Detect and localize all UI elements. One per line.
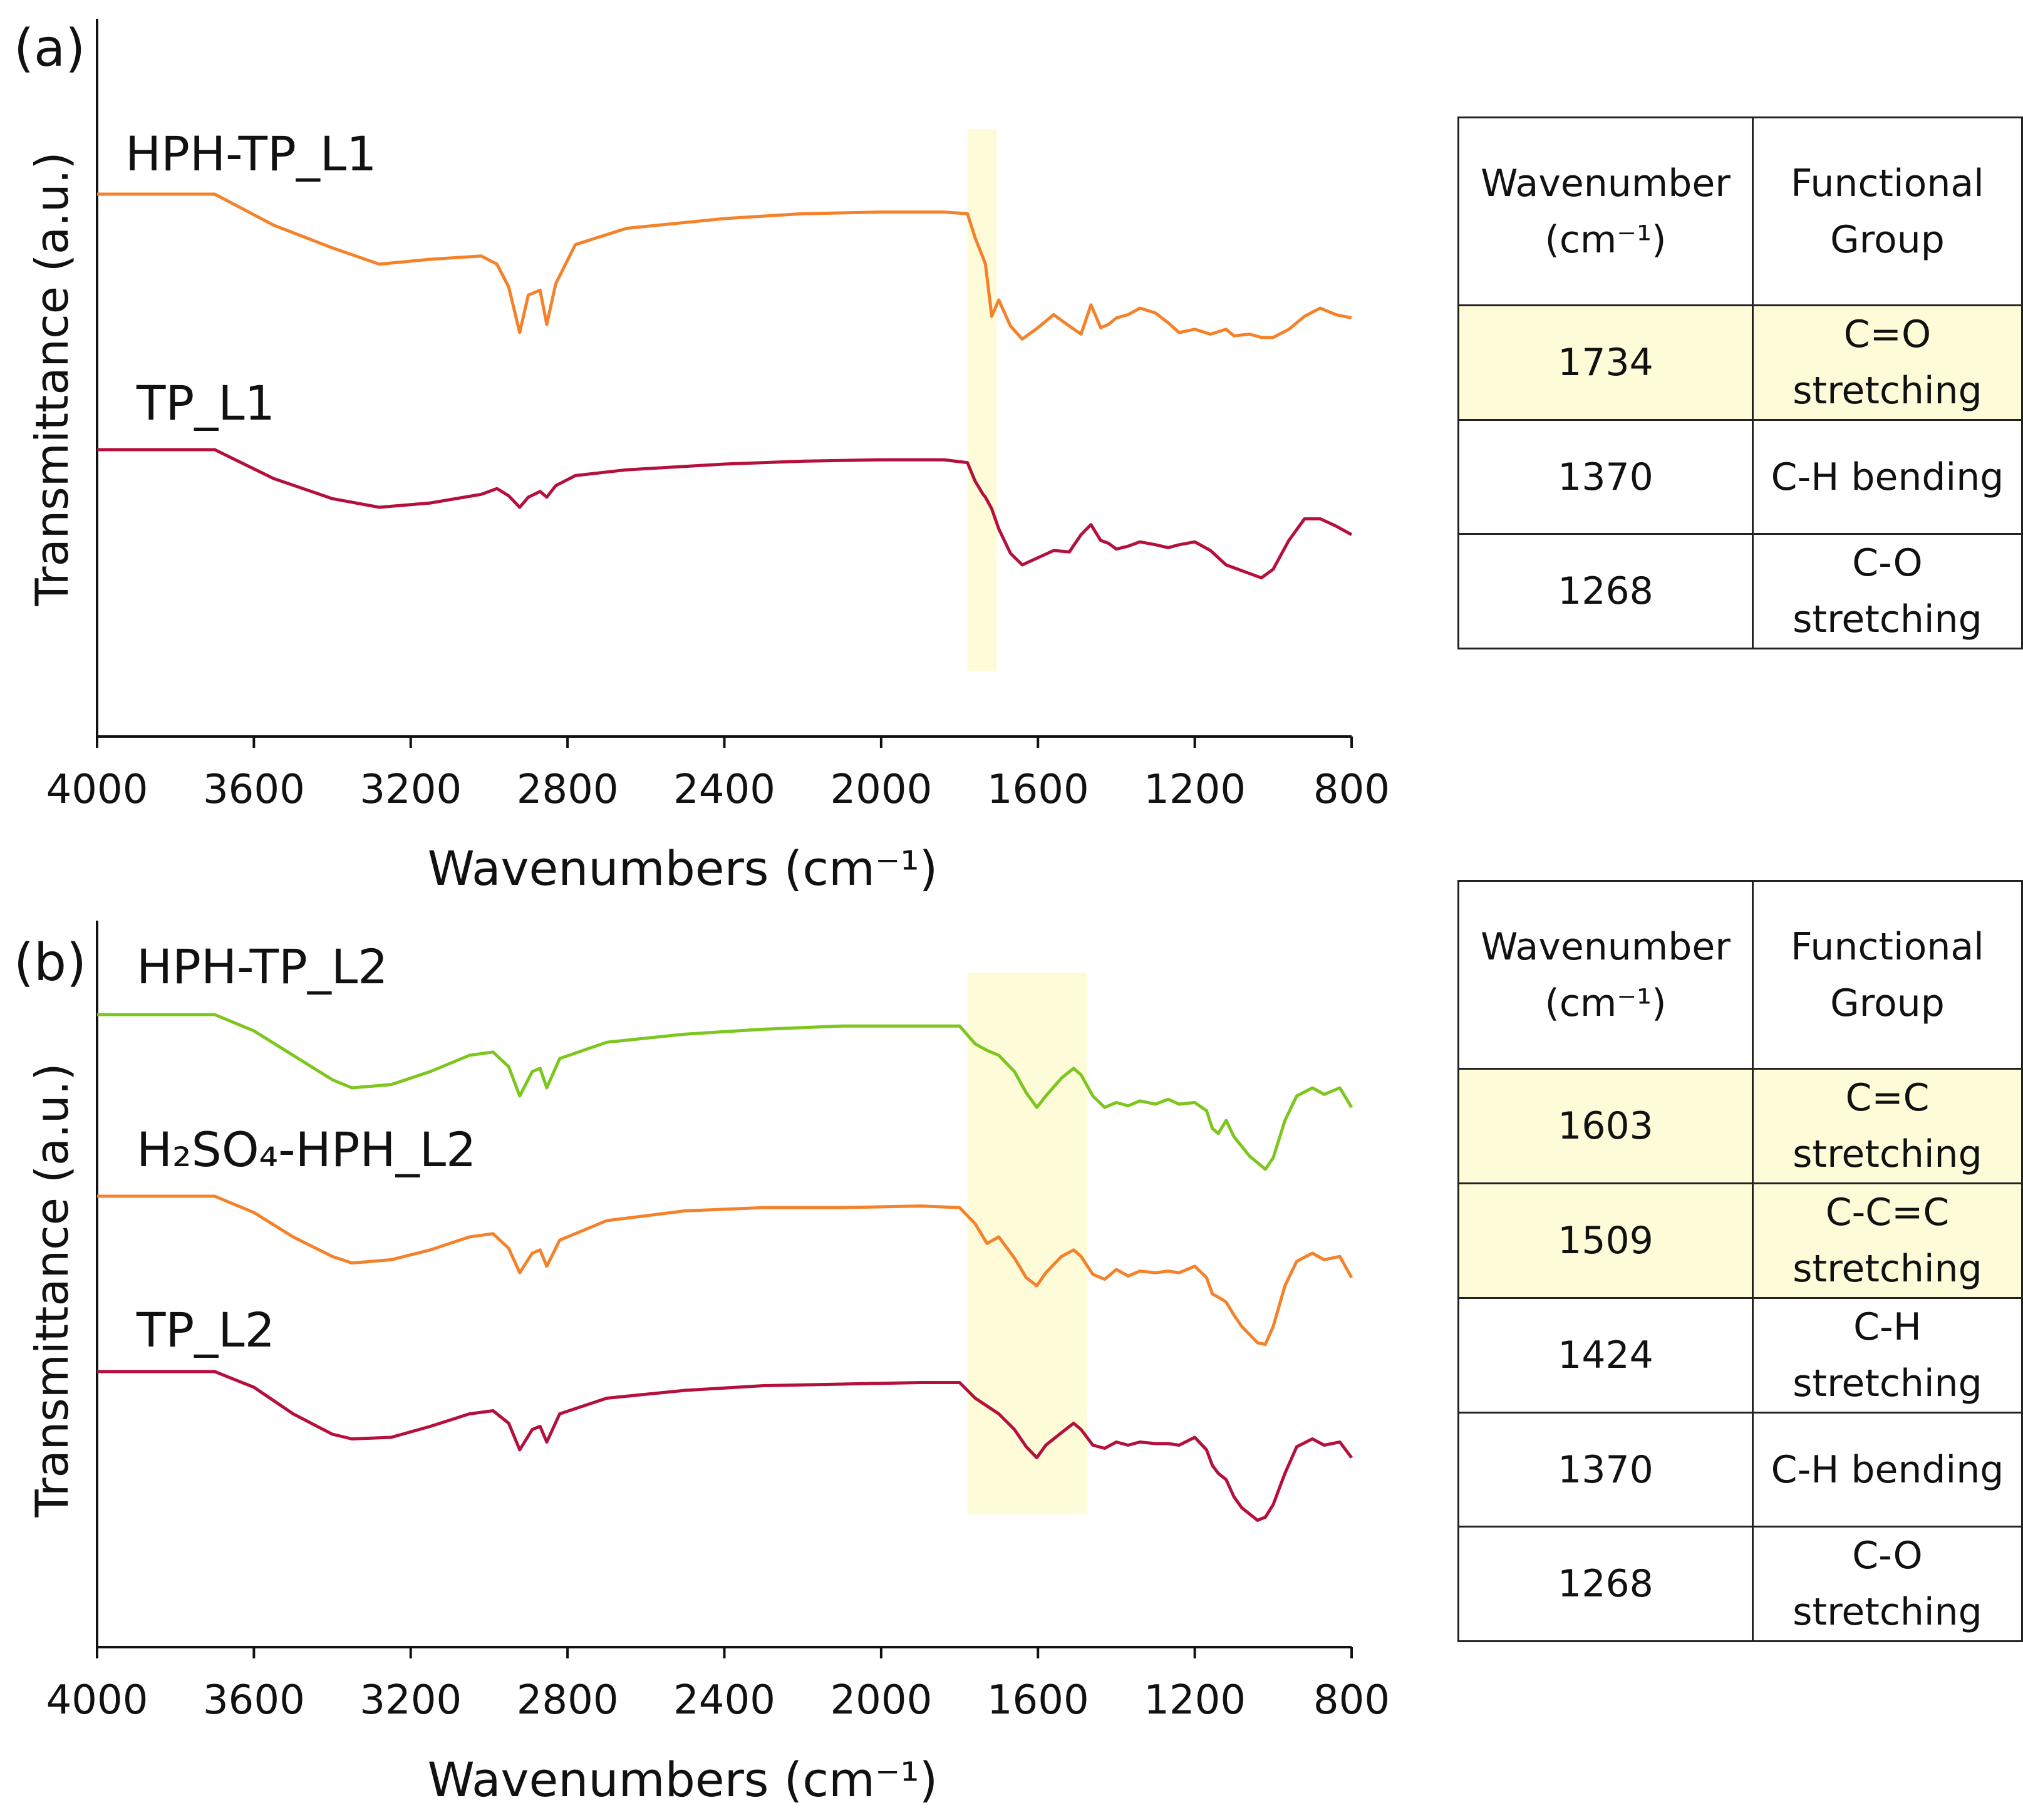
x-tick-label: 3600 xyxy=(203,1677,305,1724)
cell-wavenumber: 1268 xyxy=(1457,533,1754,649)
x-tick-label: 1600 xyxy=(987,1677,1089,1724)
cell-wavenumber: 1370 xyxy=(1457,1412,1754,1528)
table-row: 1268 C-O stretching xyxy=(1457,533,2023,649)
cell-wavenumber: 1509 xyxy=(1457,1182,1754,1299)
cell-wavenumber: 1603 xyxy=(1457,1068,1754,1184)
x-tick-label: 4000 xyxy=(46,1677,148,1724)
cell-functional-group: C-H bending xyxy=(1751,1412,2023,1528)
cell-functional-group: C=C stretching xyxy=(1751,1068,2023,1184)
header-functional-group: Functional Group xyxy=(1751,116,2023,306)
cell-functional-group: C-H stretching xyxy=(1751,1297,2023,1414)
cell-wavenumber: 1734 xyxy=(1457,304,1754,421)
y-axis-label-a: Transmittance (a.u.) xyxy=(26,152,78,606)
table-row: 1734 C=O stretching xyxy=(1457,304,2023,421)
series-label-hph-tp-l1: HPH-TP_L1 xyxy=(125,126,377,182)
table-row: 1370 C-H bending xyxy=(1457,1412,2023,1528)
series-label-tp-l2: TP_L2 xyxy=(136,1302,275,1358)
highlight-band-a xyxy=(967,129,997,671)
header-wavenumber: Wavenumber (cm⁻¹) xyxy=(1457,880,1754,1070)
x-tick-label: 3200 xyxy=(360,767,462,813)
x-tick-label: 1200 xyxy=(1144,1677,1246,1724)
panel-label-a: (a) xyxy=(14,19,85,78)
table-row: 1509 C-C=C stretching xyxy=(1457,1182,2023,1299)
cell-functional-group: C-O stretching xyxy=(1751,533,2023,649)
table-row: 1268 C-O stretching xyxy=(1457,1526,2023,1642)
x-tick-label: 2800 xyxy=(517,1677,619,1724)
y-axis-label-b: Transmittance (a.u.) xyxy=(26,1063,78,1518)
series-line xyxy=(97,448,1353,580)
x-tick-label: 2000 xyxy=(830,767,932,813)
series-line xyxy=(97,192,1352,341)
functional-group-table-a: Wavenumber (cm⁻¹) Functional Group 1734 … xyxy=(1457,116,2023,649)
panel-b: 4000 3600 3200 2800 2400 2000 1600 1200 800 (b) … xyxy=(14,921,1390,1807)
series-label-hph-tp-l2: HPH-TP_L2 xyxy=(137,939,388,995)
table-header-row: Wavenumber (cm⁻¹) Functional Group xyxy=(1457,880,2023,1070)
series-line xyxy=(97,1194,1353,1347)
x-tick-label: 4000 xyxy=(46,767,148,813)
traces-b xyxy=(97,1013,1353,1522)
x-tick-label: 1600 xyxy=(987,767,1089,813)
table-row: 1370 C-H bending xyxy=(1457,419,2023,535)
x-tick-label: 800 xyxy=(1313,1677,1390,1724)
functional-group-table-b: Wavenumber (cm⁻¹) Functional Group 1603 … xyxy=(1457,880,2023,1642)
cell-wavenumber: 1424 xyxy=(1457,1297,1754,1414)
cell-functional-group: C-C=C stretching xyxy=(1751,1182,2023,1299)
x-tick-label: 2800 xyxy=(517,767,619,813)
series-label-tp-l1: TP_L1 xyxy=(136,375,275,431)
x-tick-label: 3200 xyxy=(360,1677,462,1724)
panel-label-b: (b) xyxy=(14,933,86,993)
x-ticks-a: 4000 3600 3200 2800 2400 2000 1600 1200 800 xyxy=(46,737,1390,813)
series-label-h2so4-hph-l2: H₂SO₄-HPH_L2 xyxy=(137,1122,476,1177)
x-tick-label: 3600 xyxy=(203,767,305,813)
x-tick-label: 800 xyxy=(1313,767,1390,813)
table-row: 1603 C=C stretching xyxy=(1457,1068,2023,1184)
table-row: 1424 C-H stretching xyxy=(1457,1297,2023,1414)
panel-a: 4000 3600 3200 2800 2400 2000 1600 1200 800 (a) … xyxy=(14,19,1390,896)
cell-functional-group: C-O stretching xyxy=(1751,1526,2023,1642)
cell-wavenumber: 1268 xyxy=(1457,1526,1754,1642)
x-ticks-b: 4000 3600 3200 2800 2400 2000 1600 1200 800 xyxy=(46,1647,1390,1724)
cell-functional-group: C-H bending xyxy=(1751,419,2023,535)
series-line xyxy=(97,1370,1353,1522)
header-functional-group: Functional Group xyxy=(1751,880,2023,1070)
cell-functional-group: C=O stretching xyxy=(1751,304,2023,421)
header-wavenumber: Wavenumber (cm⁻¹) xyxy=(1457,116,1754,306)
x-tick-label: 1200 xyxy=(1144,767,1246,813)
table-header-row: Wavenumber (cm⁻¹) Functional Group xyxy=(1457,116,2023,306)
x-tick-label: 2000 xyxy=(830,1677,932,1724)
x-tick-label: 2400 xyxy=(673,767,775,813)
traces-a xyxy=(97,192,1353,580)
x-axis-label-a: Wavenumbers (cm⁻¹) xyxy=(428,840,938,896)
x-tick-label: 2400 xyxy=(673,1677,775,1724)
series-line xyxy=(97,1013,1353,1171)
x-axis-label-b: Wavenumbers (cm⁻¹) xyxy=(428,1752,938,1807)
cell-wavenumber: 1370 xyxy=(1457,419,1754,535)
